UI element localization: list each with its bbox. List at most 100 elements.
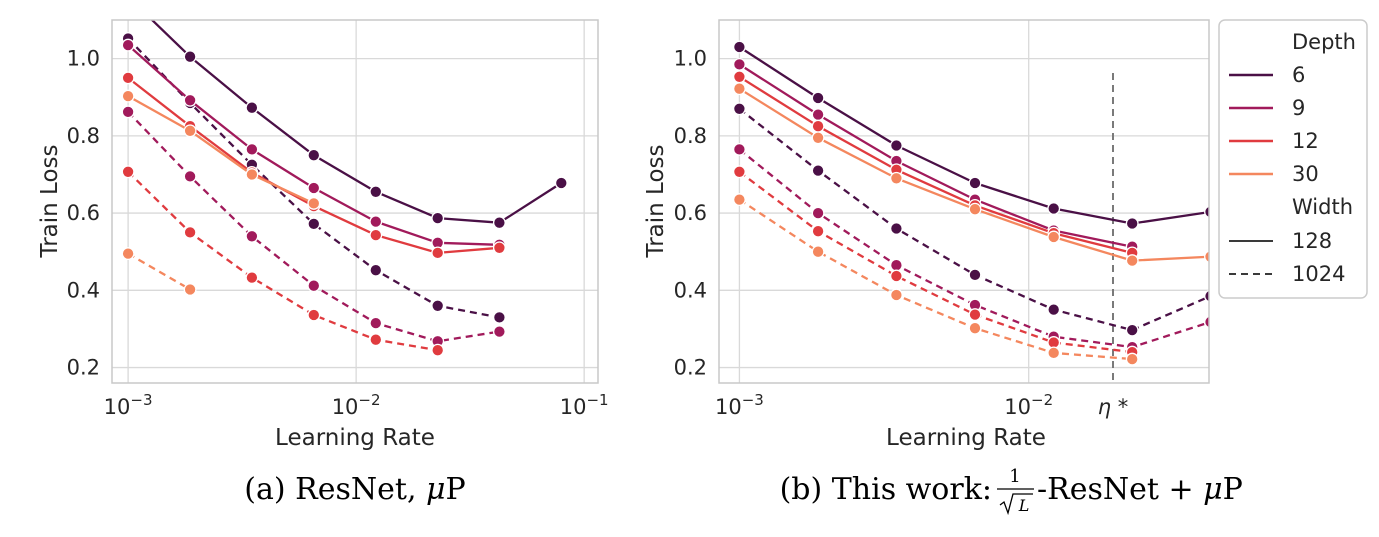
data-point (732, 165, 746, 179)
panel-a-ticks: 0.2 0.4 0.6 0.8 1.0 10−3 10−2 10−1 (67, 47, 609, 419)
y-tick-label: 1.0 (67, 47, 100, 71)
data-point (245, 168, 259, 181)
series-line (738, 107, 1209, 332)
data-point (732, 142, 746, 156)
legend-label-depth-9: 9 (1292, 96, 1305, 120)
data-point (732, 82, 746, 96)
x-tick-label: 10−2 (332, 391, 381, 419)
data-point (811, 131, 825, 145)
data-point (492, 241, 506, 255)
panel-b-caption-text: This work: (832, 472, 992, 507)
data-point (121, 71, 135, 85)
data-point (1047, 230, 1061, 244)
data-point (307, 196, 321, 210)
y-tick-label: 0.6 (67, 201, 100, 225)
legend-frame (1218, 19, 1368, 299)
data-point (1204, 315, 1209, 329)
panel-b-caption-mu: μ (1203, 472, 1223, 507)
data-point (369, 185, 383, 199)
data-point (307, 148, 321, 162)
panel-b-frame (718, 19, 1210, 384)
data-point (121, 165, 135, 179)
series-depth-9-width-1024 (732, 142, 1209, 354)
y-tick-label: 0.8 (67, 124, 100, 148)
data-point (1125, 254, 1139, 268)
y-tick-label: 1.0 (674, 47, 707, 71)
data-point (183, 169, 197, 183)
series-line (738, 170, 1133, 354)
series-line (127, 44, 500, 246)
data-point (732, 102, 746, 116)
data-point (307, 279, 321, 293)
panel-a-ylabel: Train Loss (37, 145, 63, 259)
data-point (889, 171, 903, 185)
caption-sqrt-icon (999, 493, 1033, 516)
panel-b-series (732, 40, 1209, 366)
data-point (968, 176, 982, 190)
panel-b-caption: (b) This work: 1 L -ResNet + μP (780, 466, 1243, 516)
data-point (183, 225, 197, 239)
data-point (968, 308, 982, 322)
data-point (889, 222, 903, 235)
data-point (492, 310, 506, 324)
panel-a-caption-prefix: (a) (244, 472, 285, 507)
y-tick-label: 0.4 (674, 278, 707, 302)
data-point (811, 91, 825, 105)
legend-label-depth-12: 12 (1292, 129, 1319, 153)
data-point (968, 268, 982, 282)
panel-a-xlabel: Learning Rate (275, 425, 435, 451)
data-point (183, 50, 197, 64)
x-tick-label: 10−1 (560, 391, 609, 419)
data-point (245, 142, 259, 156)
legend-label-width-1024: 1024 (1292, 262, 1345, 286)
data-point (183, 93, 197, 107)
data-point (889, 269, 903, 283)
data-point (307, 308, 321, 322)
data-point (732, 57, 746, 71)
data-point (369, 316, 383, 330)
data-point (121, 105, 135, 119)
series-line (738, 63, 1133, 248)
data-point (121, 89, 135, 103)
panel-b-caption-p: P (1223, 472, 1243, 507)
data-point (245, 101, 259, 115)
panel-b-ylabel: Train Loss (643, 145, 669, 259)
data-point (307, 217, 321, 231)
x-tick-label: 10−3 (715, 391, 764, 419)
series-depth-6-width-128 (732, 40, 1209, 230)
data-point (1125, 323, 1139, 337)
series-line (738, 198, 1133, 361)
series-depth-12-width-1024 (121, 165, 445, 357)
data-point (1204, 205, 1209, 219)
panel-a-caption-text: ResNet, (295, 472, 426, 507)
data-point (1204, 250, 1209, 263)
data-point (121, 38, 135, 52)
data-point (889, 258, 903, 272)
data-point (1047, 303, 1061, 317)
series-depth-9-width-128 (732, 57, 1139, 254)
data-point (492, 325, 506, 339)
panel-a-frame (111, 19, 599, 384)
data-point (889, 139, 903, 152)
series-line (738, 75, 1133, 255)
series-line (127, 37, 500, 319)
data-point (307, 181, 321, 195)
panel-a-caption-mu: μ (426, 472, 446, 507)
legend-label-width-128: 128 (1292, 229, 1332, 253)
legend: Depth 6 9 12 30 Width 128 1024 (1218, 19, 1368, 299)
data-point (1204, 289, 1209, 303)
data-point (183, 283, 197, 296)
panel-b-chart: 0.2 0.4 0.6 0.8 1.0 10−3 10−2 η * Learning Rat… (643, 19, 1243, 516)
panel-a-caption: (a) ResNet, μP (244, 472, 465, 507)
x-tick-label: 10−2 (1004, 391, 1053, 419)
data-point (369, 215, 383, 229)
series-line (738, 87, 1209, 262)
series-depth-30-width-128 (732, 82, 1209, 268)
series-line (127, 95, 315, 205)
data-point (431, 211, 445, 225)
data-point (811, 119, 825, 133)
y-tick-label: 0.8 (674, 124, 707, 148)
series-depth-6-width-128 (150, 20, 568, 230)
legend-label-depth-6: 6 (1292, 63, 1305, 87)
